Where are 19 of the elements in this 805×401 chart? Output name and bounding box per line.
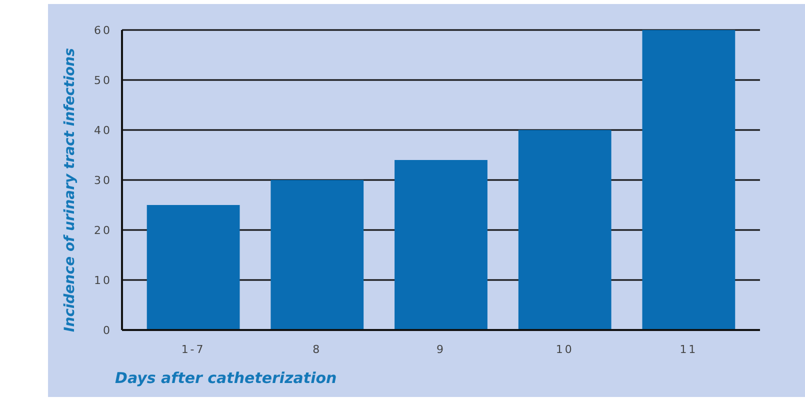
bar [394,160,488,330]
y-tick-label: 60 [94,24,112,37]
x-tick-label: 9 [436,343,446,356]
x-tick-label: 1-7 [181,343,206,356]
x-tick-label: 8 [312,343,322,356]
y-tick-label: 10 [94,274,112,287]
x-tick-label: 10 [556,343,574,356]
y-axis-title: Incidence of urinary tract infections [62,48,78,332]
y-tick-label: 40 [94,124,112,137]
bar [146,205,240,330]
bar [642,30,736,330]
x-tick-label: 11 [680,343,698,356]
x-axis-title: Days after catheterization [115,369,337,387]
y-tick-label: 50 [94,74,112,87]
y-tick-label: 0 [103,324,112,337]
bar [518,130,612,330]
bar [270,180,364,330]
y-tick-label: 20 [94,224,112,237]
y-tick-label: 30 [94,174,112,187]
